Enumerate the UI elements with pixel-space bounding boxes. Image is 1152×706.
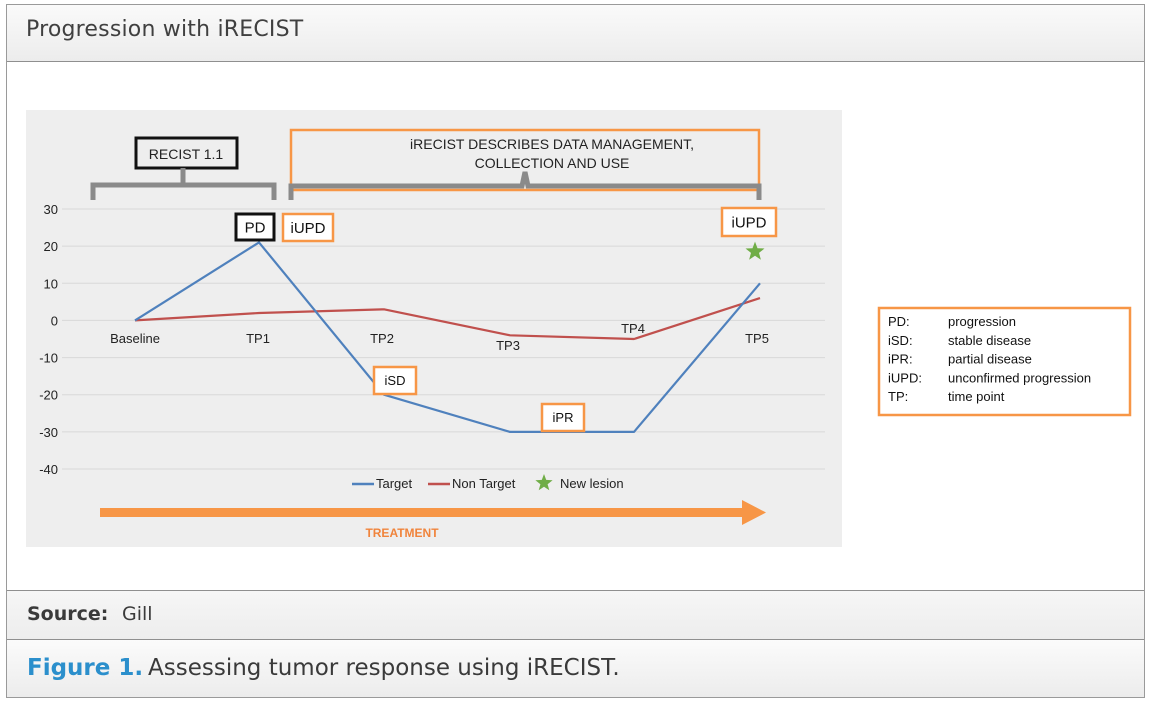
caption-label: Figure 1. bbox=[27, 655, 144, 681]
treatment-label: TREATMENT bbox=[365, 526, 439, 540]
new-lesion-markers bbox=[745, 241, 765, 260]
glossary-list: PD: progression iSD: stable disease iPR: part… bbox=[888, 314, 1091, 404]
source-label: Source: bbox=[27, 603, 109, 625]
source-value: Gill bbox=[122, 603, 153, 625]
glossary-box bbox=[877, 306, 1132, 417]
annotation-box bbox=[234, 212, 276, 242]
glossary-description: stable disease bbox=[948, 333, 1031, 348]
glossary-term: iUPD: bbox=[888, 370, 922, 385]
recist-label-box bbox=[134, 136, 239, 170]
caption-text: Assessing tumor response using iRECIST. bbox=[148, 655, 620, 681]
source-bar bbox=[7, 591, 1144, 640]
annotation-box bbox=[372, 365, 418, 396]
annotation-label: PD bbox=[245, 219, 266, 236]
y-tick-label: 20 bbox=[44, 239, 58, 254]
recist-label: RECIST 1.1 bbox=[149, 146, 224, 162]
recist-bracket bbox=[90, 168, 277, 200]
x-tick-label: TP1 bbox=[246, 331, 270, 346]
figure-frame bbox=[6, 4, 1145, 698]
x-tick-label: TP2 bbox=[370, 331, 394, 346]
y-tick-label: -40 bbox=[39, 462, 58, 477]
y-tick-label: -10 bbox=[39, 351, 58, 366]
glossary-description: unconfirmed progression bbox=[948, 370, 1091, 385]
grid-lines bbox=[62, 208, 825, 470]
glossary-term: iPR: bbox=[888, 352, 913, 367]
page-title: Progression with iRECIST bbox=[26, 17, 304, 42]
annotation-box bbox=[540, 402, 586, 433]
legend: Target Non Target New lesion bbox=[352, 474, 624, 491]
series-line-target bbox=[134, 241, 761, 433]
x-tick-label: TP3 bbox=[496, 338, 520, 353]
irecist-label-box bbox=[289, 128, 761, 192]
irecist-label-line1: iRECIST DESCRIBES DATA MANAGEMENT, bbox=[410, 136, 694, 152]
annotation-box bbox=[720, 206, 778, 238]
caption-bar bbox=[7, 640, 1144, 697]
y-tick-label: 0 bbox=[51, 313, 58, 328]
annotation-label: iUPD bbox=[290, 220, 325, 237]
legend-target-label: Target bbox=[376, 476, 413, 491]
annotation-label: iSD bbox=[385, 373, 406, 388]
y-tick-label: -30 bbox=[39, 425, 58, 440]
y-tick-label: 10 bbox=[44, 276, 58, 291]
treatment-arrow-shaft bbox=[100, 508, 746, 517]
x-tick-label: TP5 bbox=[745, 331, 769, 346]
y-tick-label: 30 bbox=[44, 202, 58, 217]
annotation-box bbox=[281, 212, 335, 243]
annotations: PD iUPD iSD iPR iUPD bbox=[234, 206, 778, 433]
legend-nontarget-label: Non Target bbox=[452, 476, 516, 491]
x-tick-labels: Baseline TP1 TP2 TP3 TP4 TP5 bbox=[110, 321, 769, 353]
glossary-description: partial disease bbox=[948, 352, 1032, 367]
glossary-term: PD: bbox=[888, 314, 910, 329]
plot-background bbox=[26, 110, 842, 547]
glossary-term: iSD: bbox=[888, 333, 913, 348]
legend-newlesion-label: New lesion bbox=[560, 476, 624, 491]
new-lesion-star-icon bbox=[745, 241, 765, 260]
x-tick-label: TP4 bbox=[621, 321, 645, 336]
irecist-label-line2: COLLECTION AND USE bbox=[475, 155, 630, 171]
header-bar bbox=[7, 5, 1144, 62]
treatment-arrow-head bbox=[742, 500, 766, 525]
x-tick-label: Baseline bbox=[110, 331, 160, 346]
y-tick-label: -20 bbox=[39, 388, 58, 403]
glossary-description: time point bbox=[948, 389, 1005, 404]
y-tick-labels: 30 20 10 0 -10 -20 -30 -40 bbox=[39, 202, 58, 477]
glossary-description: progression bbox=[948, 314, 1016, 329]
glossary-term: TP: bbox=[888, 389, 908, 404]
annotation-label: iUPD bbox=[731, 214, 766, 231]
annotation-label: iPR bbox=[553, 410, 574, 425]
legend-star-icon bbox=[535, 474, 553, 491]
series-line-non-target bbox=[134, 297, 761, 341]
irecist-bracket bbox=[288, 171, 762, 200]
